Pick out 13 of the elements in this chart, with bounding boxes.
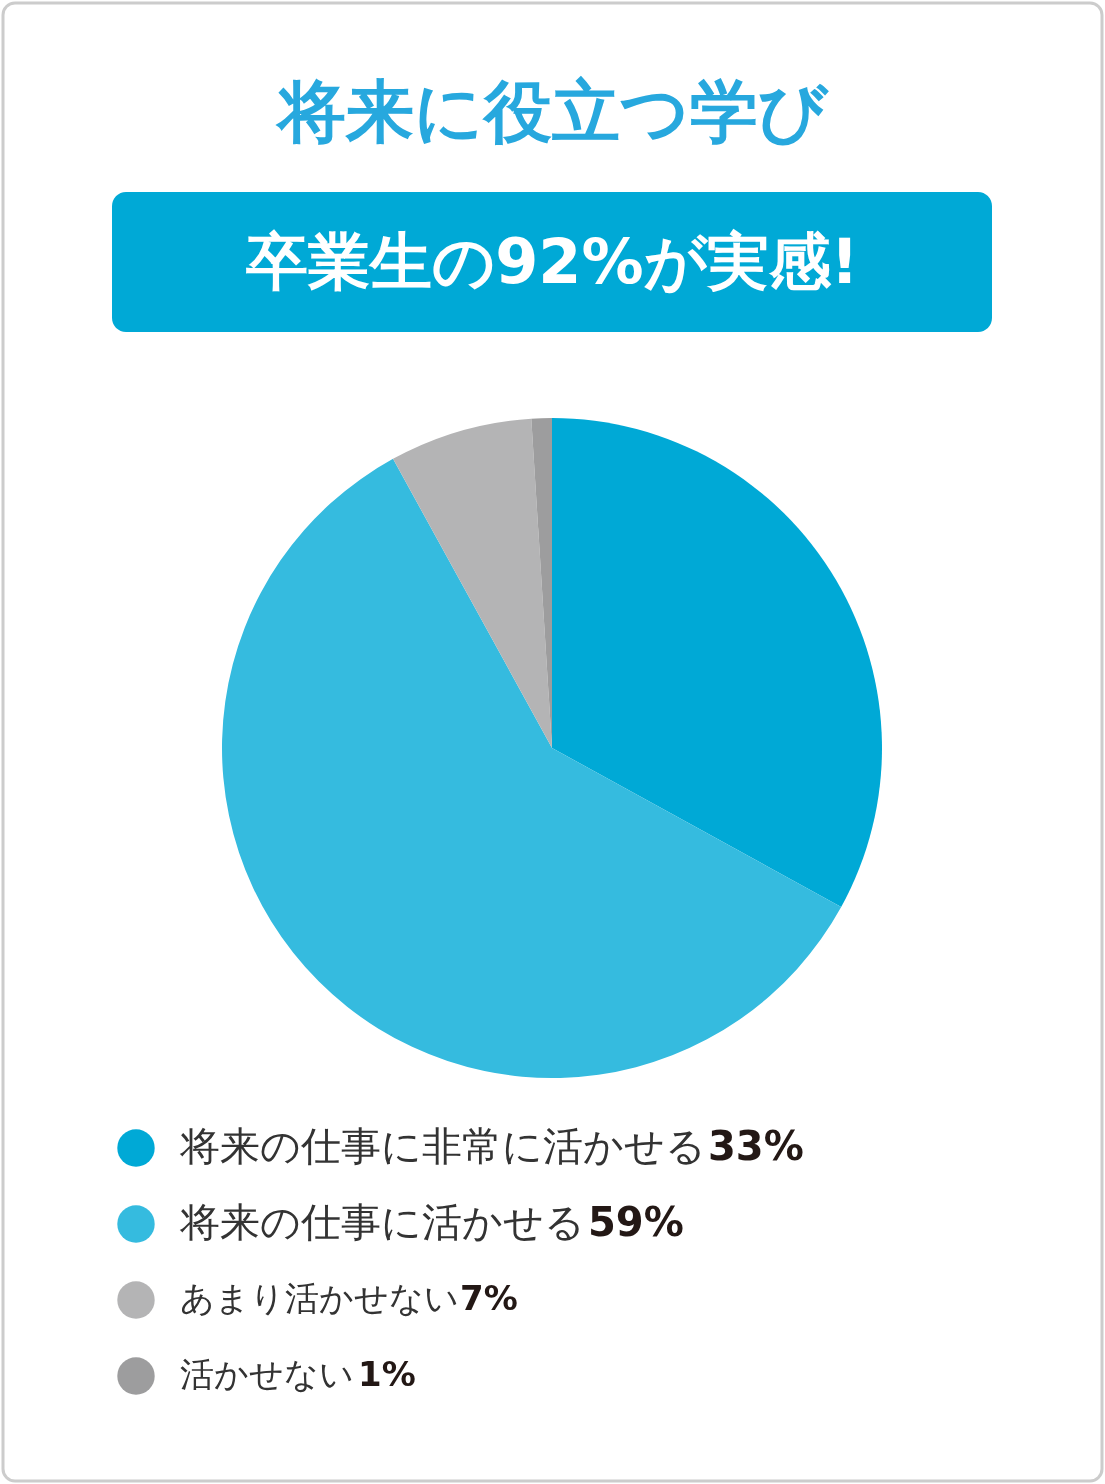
legend-label: あまり活かせない <box>180 1278 459 1318</box>
pie-slice <box>393 418 552 748</box>
data-label: 33% <box>708 1123 804 1169</box>
legend-label: 活かせない <box>180 1354 354 1394</box>
pie-slice <box>552 418 882 907</box>
data-label: 1% <box>358 1354 416 1394</box>
legend-label: 将来の仕事に活かせる <box>179 1199 585 1245</box>
data-label: 7% <box>460 1278 518 1318</box>
data-label: 59% <box>588 1199 684 1245</box>
pie-slice <box>222 458 842 1078</box>
chart-subtitle: 卒業生の92%が実感! <box>245 225 859 298</box>
chart-title: 将来に役立つ学び <box>274 72 829 151</box>
legend-label: 将来の仕事に非常に活かせる <box>179 1123 706 1169</box>
